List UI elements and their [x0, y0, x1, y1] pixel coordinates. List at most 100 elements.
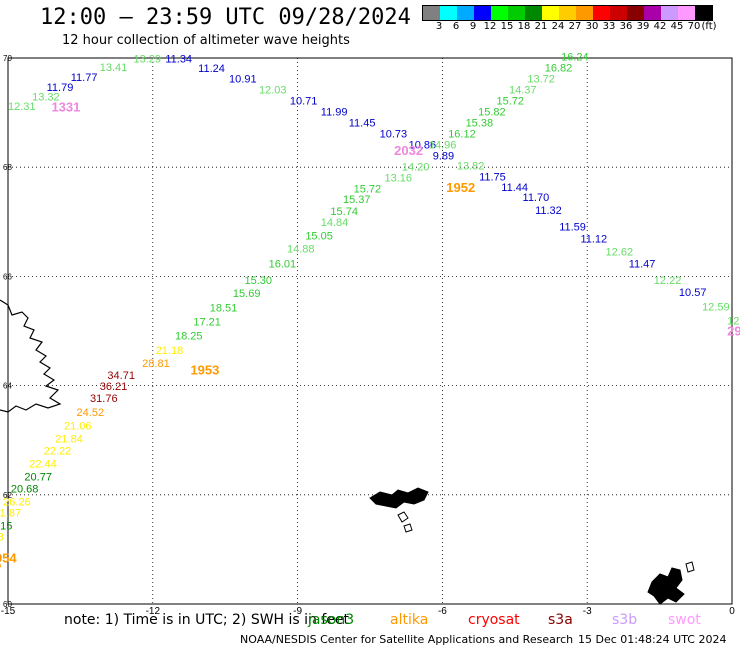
- legend-swatch: [644, 6, 661, 20]
- wave-height-label: 16.82: [545, 63, 573, 75]
- wave-height-label: 11.99: [321, 106, 348, 118]
- legend-swatch: [610, 6, 627, 20]
- wave-height-label: 15.38: [466, 117, 494, 129]
- wave-height-label: 11.70: [523, 192, 550, 204]
- satellite-legend-jason3: jason3: [308, 612, 355, 628]
- pass-time-label: 2032: [394, 143, 423, 158]
- wave-height-label: 10.71: [290, 95, 318, 107]
- longitude-label: 0: [729, 606, 735, 617]
- coastlines: [0, 299, 695, 605]
- legend-label: 27: [568, 21, 582, 32]
- wave-height-label: 13.72: [527, 74, 555, 86]
- legend-swatch: [423, 6, 440, 20]
- legend-swatch: [627, 6, 644, 20]
- latitude-label: 66: [3, 272, 12, 281]
- legend-swatch: [661, 6, 678, 20]
- legend-label: 3: [435, 21, 443, 32]
- wave-height-label: 15.30: [245, 275, 273, 287]
- map-subtitle: 12 hour collection of altimeter wave hei…: [62, 33, 350, 48]
- longitude-label: -9: [293, 606, 302, 617]
- wave-height-label: 24.52: [77, 407, 105, 419]
- wave-height-label: 15.05: [305, 230, 333, 242]
- note-text: note: 1) Time is in UTC; 2) SWH is in fe…: [64, 612, 350, 628]
- shetland: [647, 567, 685, 605]
- wave-height-label: 15.37: [343, 194, 371, 206]
- pass-time-label: 1331: [51, 100, 80, 115]
- legend-label: 70: [687, 21, 701, 32]
- satellite-legend-s3a: s3a: [548, 612, 573, 628]
- legend-swatch: [474, 6, 491, 20]
- legend-swatch: [542, 6, 559, 20]
- legend-label: 36: [619, 21, 633, 32]
- wave-height-label: 11.32: [535, 205, 562, 217]
- legend-swatch: [593, 6, 610, 20]
- wave-height-label: 16.24: [561, 52, 589, 64]
- wave-height-label: 17.21: [193, 317, 221, 329]
- footer-credit: NOAA/NESDIS Center for Satellite Applica…: [240, 633, 574, 646]
- latitude-label: 60: [3, 600, 12, 609]
- legend-label: 12: [483, 21, 497, 32]
- legend-label: 18: [517, 21, 531, 32]
- map-title: 12:00 — 23:59 UTC 09/28/2024: [40, 5, 411, 30]
- wave-height-label: 12.18: [727, 315, 740, 327]
- wave-height-label: 36.21: [100, 381, 128, 393]
- legend-label: 6: [452, 21, 460, 32]
- wave-height-label: 11.44: [501, 182, 528, 194]
- wave-height-label: 18.51: [210, 302, 238, 314]
- note-row: note: 1) Time is in UTC; 2) SWH is in fe…: [0, 612, 740, 630]
- wave-height-label: 14.37: [509, 84, 537, 96]
- wave-height-label: 11.24: [198, 63, 225, 75]
- wave-height-label: 31.76: [90, 393, 118, 405]
- wave-height-label: 11.77: [71, 72, 98, 84]
- wave-height-label: 21.87: [0, 508, 21, 520]
- longitude-label: -12: [146, 606, 161, 617]
- wave-height-label: 12.03: [259, 84, 287, 96]
- wave-height-label: 11.75: [479, 171, 506, 183]
- wave-height-label: 28.81: [142, 358, 170, 370]
- wave-height-label: 10.86: [409, 140, 437, 152]
- longitude-label: -6: [438, 606, 447, 617]
- legend-swatch: [457, 6, 474, 20]
- wave-height-label: 15.69: [233, 288, 261, 300]
- iceland-coast: [0, 299, 62, 413]
- wave-height-label: 10.91: [229, 74, 257, 86]
- legend-label: 15: [500, 21, 514, 32]
- latitude-label: 62: [3, 491, 12, 500]
- wave-height-label: 21.06: [64, 420, 92, 432]
- faroe-islet: [403, 523, 413, 533]
- legend-label: (ft): [701, 21, 717, 32]
- wave-height-label: 11.59: [559, 222, 586, 234]
- wave-height-label: 11.34: [165, 53, 192, 65]
- wave-height-label: 12.31: [8, 101, 36, 113]
- longitude-label: -15: [1, 606, 16, 617]
- wave-height-label: 34.71: [107, 370, 135, 382]
- wave-height-label: 21.84: [55, 433, 83, 445]
- wave-height-label: 11.79: [47, 82, 74, 94]
- wave-height-label: 20.77: [24, 472, 52, 484]
- legend-swatch: [559, 6, 576, 20]
- latitude-label: 64: [3, 382, 12, 391]
- wave-height-label: 11.47: [629, 259, 656, 271]
- wave-height-label: 14.84: [321, 217, 349, 229]
- pass-time-label: 1954: [0, 551, 17, 566]
- wave-height-label: 20.15: [0, 521, 12, 533]
- wave-height-label: 13.41: [100, 62, 128, 74]
- wave-height-label: 12.59: [702, 301, 730, 313]
- map-frame: [7, 57, 733, 605]
- satellite-legend-cryosat: cryosat: [468, 612, 520, 628]
- legend-swatch: [678, 6, 695, 20]
- latitude-label: 68: [3, 163, 12, 172]
- wave-height-label: 10.73: [380, 129, 408, 141]
- legend-label: 39: [636, 21, 650, 32]
- legend-label: 42: [653, 21, 667, 32]
- legend-label: 45: [670, 21, 684, 32]
- wave-height-label: 23.88: [0, 532, 4, 544]
- wave-height-label: 13.29: [133, 53, 161, 65]
- wave-height-label: 15.72: [496, 95, 524, 107]
- wave-height-label: 12.22: [654, 275, 682, 287]
- map-grid: -15 -12 -9 -6 -3 0 70 68 66 64 62 60: [1, 54, 735, 617]
- wave-height-label: 26.26: [3, 497, 31, 509]
- wave-height-label: 16.12: [448, 129, 476, 141]
